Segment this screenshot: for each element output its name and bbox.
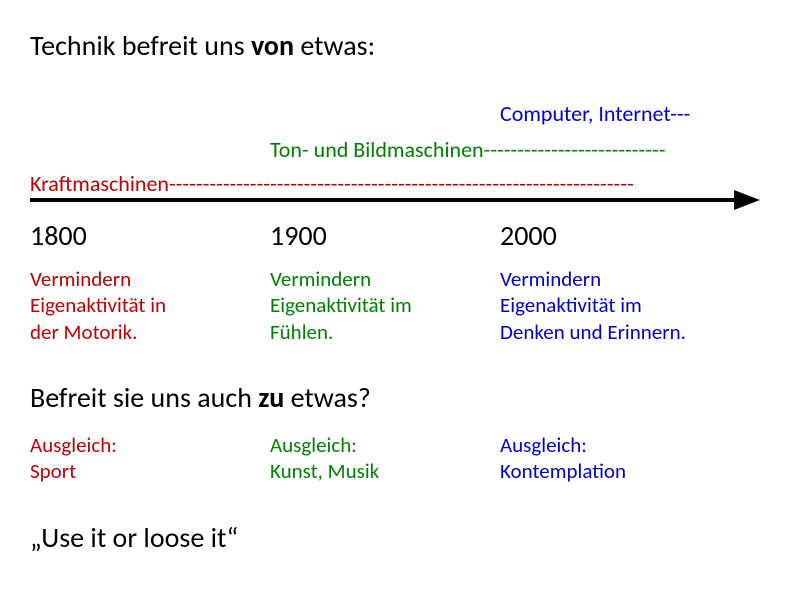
- timeline-arrow-line: [30, 198, 740, 202]
- era-3-dashes: ---: [670, 100, 690, 127]
- year-1800-text: 1800: [30, 218, 87, 253]
- question-bold: zu: [258, 380, 284, 415]
- era-2-dashes: ---------------------------: [484, 136, 666, 163]
- era-1-text: Kraftmaschinen: [30, 170, 169, 197]
- desc-2: VermindernEigenaktivität imFühlen.: [270, 266, 412, 345]
- year-2000: 2000: [500, 218, 557, 253]
- title-suffix: etwas:: [294, 28, 375, 63]
- era-2-label: Ton- und Bildmaschinen------------------…: [270, 136, 665, 163]
- title-bold: von: [251, 28, 294, 63]
- comp-1: Ausgleich:Sport: [30, 432, 117, 485]
- year-1800: 1800: [30, 218, 87, 253]
- title-heading: Technik befreit uns von etwas:: [30, 28, 375, 63]
- question-heading: Befreit sie uns auch zu etwas?: [30, 380, 371, 415]
- era-2-text: Ton- und Bildmaschinen: [270, 136, 484, 163]
- year-2000-text: 2000: [500, 218, 557, 253]
- desc-1: VermindernEigenaktivität inder Motorik.: [30, 266, 166, 345]
- timeline-arrow-head: [734, 190, 760, 210]
- era-1-dashes: ----------------------------------------…: [169, 170, 634, 197]
- question-prefix: Befreit sie uns auch: [30, 380, 258, 415]
- title-prefix: Technik befreit uns: [30, 28, 251, 63]
- footer-quote: „Use it or loose it“: [30, 520, 238, 555]
- era-1-label: Kraftmaschinen--------------------------…: [30, 170, 634, 197]
- year-1900: 1900: [270, 218, 327, 253]
- diagram-container: { "title": { "prefix": "Technik befreit …: [0, 0, 800, 600]
- footer-text: „Use it or loose it“: [30, 520, 238, 555]
- desc-3: VermindernEigenaktivität imDenken und Er…: [500, 266, 686, 345]
- year-1900-text: 1900: [270, 218, 327, 253]
- question-suffix: etwas?: [284, 380, 371, 415]
- era-3-label: Computer, Internet---: [500, 100, 690, 127]
- comp-3: Ausgleich:Kontemplation: [500, 432, 626, 485]
- comp-2: Ausgleich:Kunst, Musik: [270, 432, 379, 485]
- era-3-text: Computer, Internet: [500, 100, 670, 127]
